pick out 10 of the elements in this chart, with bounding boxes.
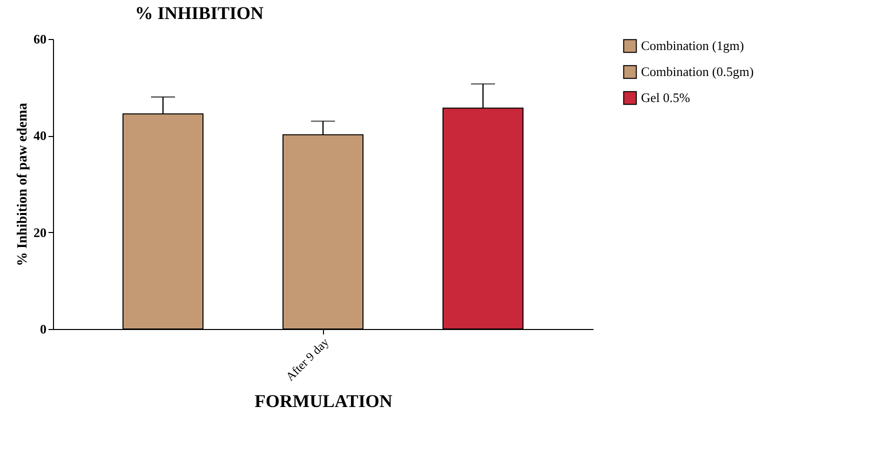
y-tick-label: 0 <box>40 322 46 336</box>
y-tick-label: 20 <box>34 224 46 240</box>
chart-title: % INHIBITION <box>135 3 264 23</box>
y-tick-label: 40 <box>34 128 46 144</box>
legend-label: Gel 0.5% <box>641 90 690 105</box>
legend-label: Combination (0.5gm) <box>641 64 754 79</box>
y-tick-label: 60 <box>34 32 46 46</box>
y-axis-title: % Inhibition of paw edema <box>16 102 30 266</box>
x-axis-title: FORMULATION <box>254 390 392 411</box>
legend-label: Combination (1gm) <box>641 38 744 53</box>
